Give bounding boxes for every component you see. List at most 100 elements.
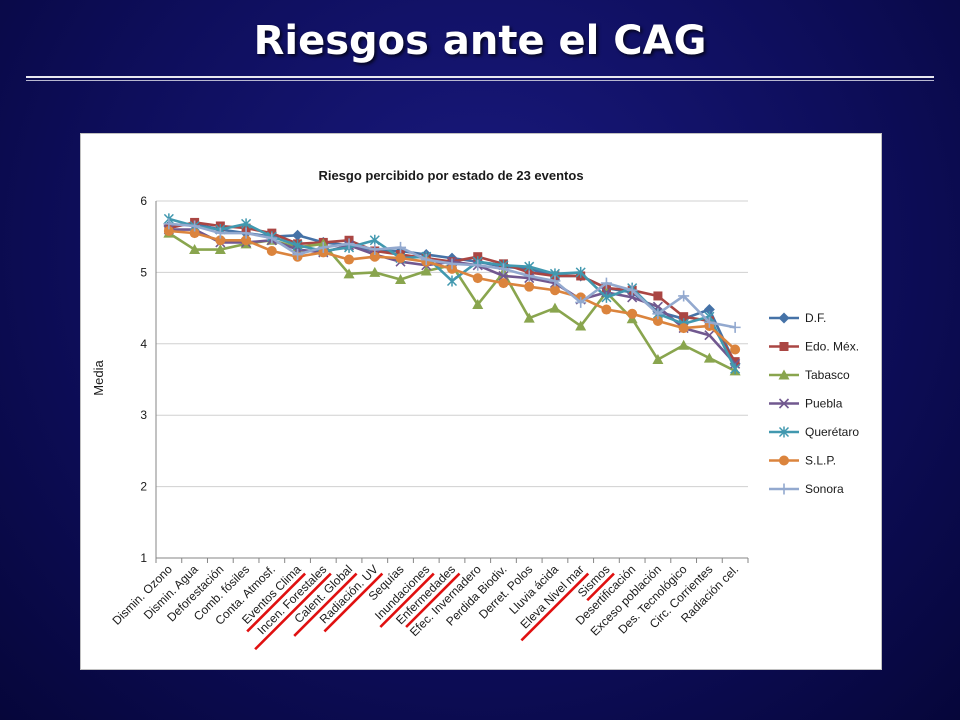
chart-title: Riesgo percibido por estado de 23 evento… [318, 168, 583, 183]
data-point [703, 304, 715, 316]
data-point [498, 270, 509, 282]
data-point [369, 234, 380, 246]
underline-mark [246, 572, 307, 633]
data-point [679, 312, 689, 322]
y-tick-labels: 1 2 3 4 5 6 [140, 194, 147, 565]
slide-title: Riesgos ante el CAG [253, 18, 707, 64]
data-point [292, 239, 303, 251]
title-rule-thin [26, 80, 934, 81]
series-Tabasco [163, 227, 741, 376]
data-point [446, 275, 458, 287]
data-point [214, 227, 226, 239]
data-point [472, 273, 483, 284]
data-point [778, 312, 790, 324]
data-point [317, 241, 329, 253]
data-point [778, 369, 790, 380]
legend-label: Querétaro [805, 425, 859, 439]
data-point [395, 253, 406, 264]
data-point [343, 268, 355, 279]
data-point [779, 455, 789, 466]
data-point [343, 238, 355, 250]
series-Sonora [163, 218, 741, 333]
data-point [652, 354, 664, 365]
y-tick-label: 6 [140, 194, 147, 208]
line-chart: Riesgo percibido por estado de 23 evento… [91, 168, 859, 651]
data-point [678, 323, 689, 334]
chart-frame: Riesgo percibido por estado de 23 evento… [80, 133, 882, 670]
data-point [730, 363, 741, 375]
legend: D.F. Edo. Méx. Tabasco Puebla Querétaro S.L.P… [769, 311, 859, 496]
data-point [241, 235, 252, 246]
y-tick-label: 2 [140, 480, 147, 494]
data-point [472, 259, 484, 271]
y-tick-label: 5 [140, 265, 147, 279]
y-tick-label: 3 [140, 408, 147, 422]
data-point [163, 225, 174, 236]
data-point [549, 275, 561, 287]
data-point [575, 266, 586, 278]
legend-label: Sonora [805, 482, 844, 496]
underline-mark [323, 572, 384, 633]
data-point [497, 263, 509, 275]
data-point [524, 281, 535, 292]
underline-mark [293, 572, 358, 637]
data-point [369, 266, 381, 277]
data-point [344, 254, 355, 265]
data-point [214, 244, 226, 255]
legend-entry: Sonora [769, 482, 844, 496]
underline-marks [246, 572, 615, 651]
underline-mark [520, 572, 590, 642]
data-point [704, 330, 715, 341]
underline-mark [586, 572, 615, 602]
data-point [498, 278, 509, 289]
data-point [189, 228, 200, 239]
series-Puebla [163, 224, 741, 369]
data-point [163, 218, 175, 230]
data-point [395, 241, 407, 253]
series-group [163, 213, 741, 376]
data-point [189, 244, 201, 255]
data-point [369, 251, 380, 262]
data-point [549, 285, 560, 296]
legend-label: D.F. [805, 311, 826, 325]
data-point [266, 245, 277, 256]
data-point [524, 261, 535, 273]
data-point [601, 304, 612, 315]
underline-mark [254, 572, 332, 651]
data-point [678, 339, 690, 350]
data-point [703, 352, 715, 363]
legend-entry: D.F. [769, 311, 826, 325]
legend-label: Edo. Méx. [805, 340, 859, 354]
data-point [652, 315, 663, 326]
data-point [420, 265, 432, 276]
legend-label: Puebla [805, 397, 843, 411]
legend-entry: Puebla [769, 397, 843, 411]
data-point [778, 426, 790, 438]
data-point [778, 398, 790, 409]
data-point [678, 290, 690, 302]
data-point [369, 244, 381, 256]
data-point [627, 308, 638, 319]
data-point [730, 344, 741, 355]
series-S.L.P. [163, 225, 741, 355]
underline-mark [405, 572, 461, 628]
data-point [472, 299, 484, 310]
data-point [730, 357, 740, 367]
data-point [266, 232, 278, 244]
data-point [778, 483, 790, 495]
legend-entry: Tabasco [769, 368, 850, 382]
data-point [523, 270, 535, 282]
legend-entry: Edo. Méx. [769, 340, 859, 354]
data-point [626, 284, 638, 296]
data-point [189, 220, 201, 232]
data-point [395, 274, 407, 285]
legend-entry: S.L.P. [769, 454, 836, 468]
y-axis-label: Media [91, 360, 106, 396]
data-point [292, 249, 304, 261]
data-point [600, 277, 612, 289]
data-point [601, 291, 612, 303]
data-point [653, 291, 663, 301]
title-rule [26, 76, 934, 78]
data-point [446, 258, 458, 270]
